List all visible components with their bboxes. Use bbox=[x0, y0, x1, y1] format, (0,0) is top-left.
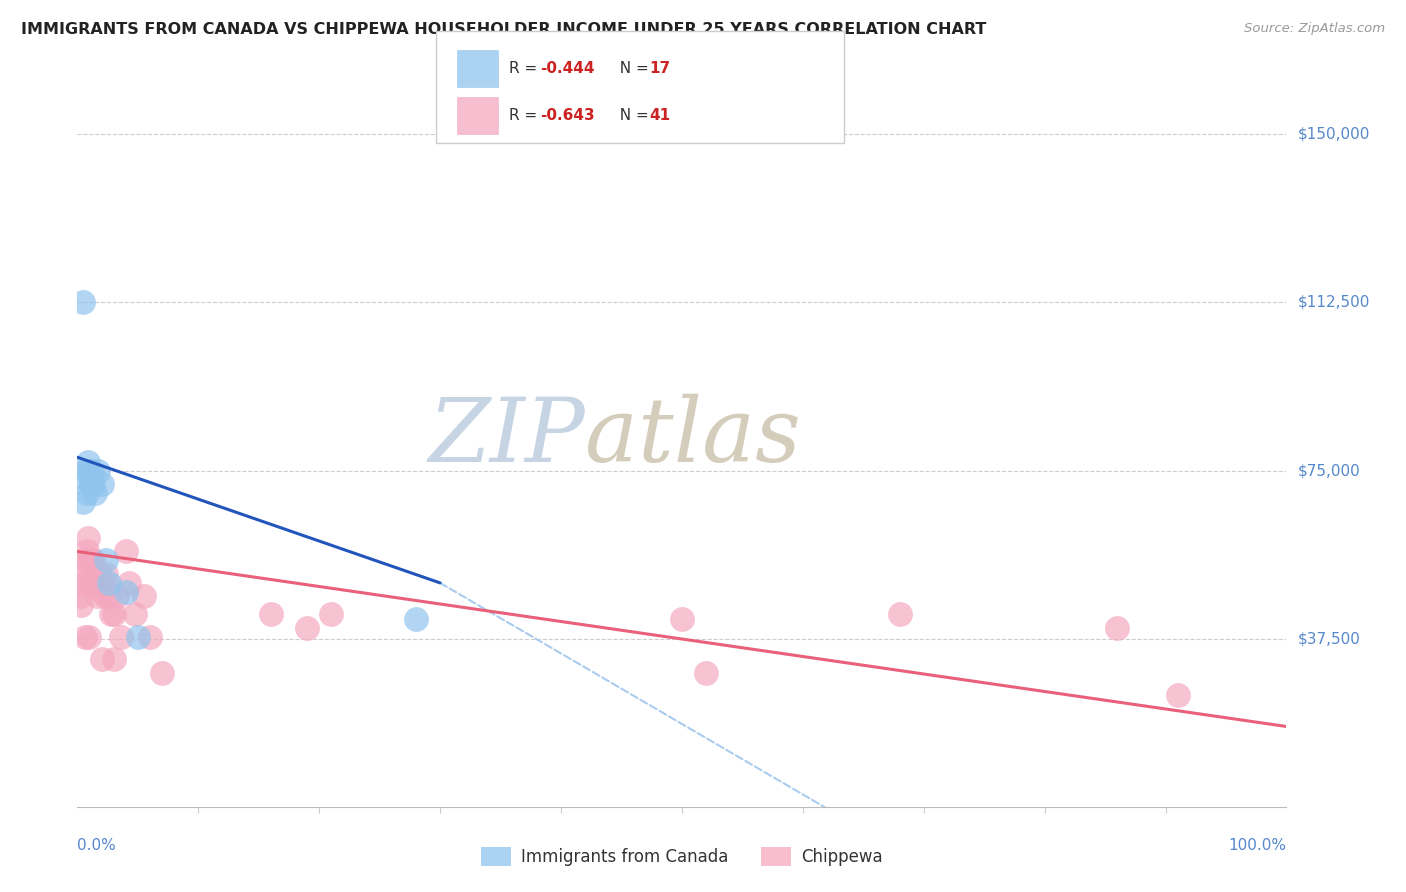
Point bbox=[72, 495, 94, 509]
Text: 41: 41 bbox=[650, 108, 671, 123]
Point bbox=[321, 607, 343, 622]
Point bbox=[90, 585, 112, 599]
Point bbox=[114, 544, 136, 558]
Point bbox=[105, 590, 128, 604]
Text: $112,500: $112,500 bbox=[1298, 295, 1369, 310]
Point bbox=[1167, 688, 1189, 702]
Point bbox=[73, 630, 96, 644]
Point bbox=[84, 486, 107, 500]
Text: -0.643: -0.643 bbox=[540, 108, 595, 123]
Point bbox=[80, 464, 103, 478]
Point bbox=[97, 575, 120, 590]
Point bbox=[79, 477, 101, 491]
Point bbox=[260, 607, 283, 622]
Text: atlas: atlas bbox=[585, 393, 801, 481]
Point bbox=[90, 477, 112, 491]
Point bbox=[73, 464, 96, 478]
Point bbox=[93, 575, 115, 590]
Point bbox=[84, 575, 107, 590]
Point bbox=[1107, 621, 1129, 635]
Text: R =: R = bbox=[509, 61, 543, 76]
Point bbox=[889, 607, 911, 622]
Point bbox=[75, 553, 97, 567]
Text: N =: N = bbox=[610, 108, 654, 123]
Point bbox=[90, 652, 112, 666]
Point bbox=[97, 590, 120, 604]
Text: Source: ZipAtlas.com: Source: ZipAtlas.com bbox=[1244, 22, 1385, 36]
Point bbox=[76, 544, 98, 558]
Text: N =: N = bbox=[610, 61, 654, 76]
Point bbox=[405, 612, 427, 626]
Text: 0.0%: 0.0% bbox=[77, 838, 117, 853]
Point bbox=[127, 630, 149, 644]
Point bbox=[79, 464, 101, 478]
Text: 100.0%: 100.0% bbox=[1229, 838, 1286, 853]
Point bbox=[100, 607, 122, 622]
Text: ZIP: ZIP bbox=[429, 393, 585, 481]
Legend: Immigrants from Canada, Chippewa: Immigrants from Canada, Chippewa bbox=[474, 840, 890, 873]
Point bbox=[82, 477, 104, 491]
Point bbox=[86, 590, 108, 604]
Text: 17: 17 bbox=[650, 61, 671, 76]
Point bbox=[73, 575, 96, 590]
Point bbox=[94, 590, 117, 604]
Point bbox=[72, 553, 94, 567]
Text: R =: R = bbox=[509, 108, 543, 123]
Point bbox=[72, 295, 94, 310]
Point bbox=[79, 553, 101, 567]
Point bbox=[96, 566, 118, 581]
Point bbox=[139, 630, 162, 644]
Point bbox=[79, 566, 101, 581]
Point bbox=[110, 630, 132, 644]
Text: $37,500: $37,500 bbox=[1298, 632, 1361, 647]
Point bbox=[103, 652, 125, 666]
Point bbox=[118, 575, 141, 590]
Point bbox=[671, 612, 693, 626]
Point bbox=[124, 607, 146, 622]
Point bbox=[150, 665, 173, 680]
Point bbox=[75, 473, 97, 487]
Point bbox=[76, 486, 98, 500]
Point bbox=[70, 575, 93, 590]
Point bbox=[87, 464, 110, 478]
Point bbox=[77, 531, 100, 545]
Point bbox=[87, 566, 110, 581]
Point bbox=[695, 665, 717, 680]
Point bbox=[80, 575, 103, 590]
Point bbox=[69, 590, 91, 604]
Point bbox=[295, 621, 318, 635]
Point bbox=[82, 553, 104, 567]
Point bbox=[132, 590, 155, 604]
Point bbox=[103, 607, 125, 622]
Point bbox=[77, 455, 100, 469]
Point bbox=[70, 599, 93, 613]
Point bbox=[96, 553, 118, 567]
Point bbox=[114, 585, 136, 599]
Text: IMMIGRANTS FROM CANADA VS CHIPPEWA HOUSEHOLDER INCOME UNDER 25 YEARS CORRELATION: IMMIGRANTS FROM CANADA VS CHIPPEWA HOUSE… bbox=[21, 22, 987, 37]
Text: $150,000: $150,000 bbox=[1298, 127, 1369, 142]
Text: -0.444: -0.444 bbox=[540, 61, 595, 76]
Text: $75,000: $75,000 bbox=[1298, 463, 1361, 478]
Point bbox=[79, 630, 101, 644]
